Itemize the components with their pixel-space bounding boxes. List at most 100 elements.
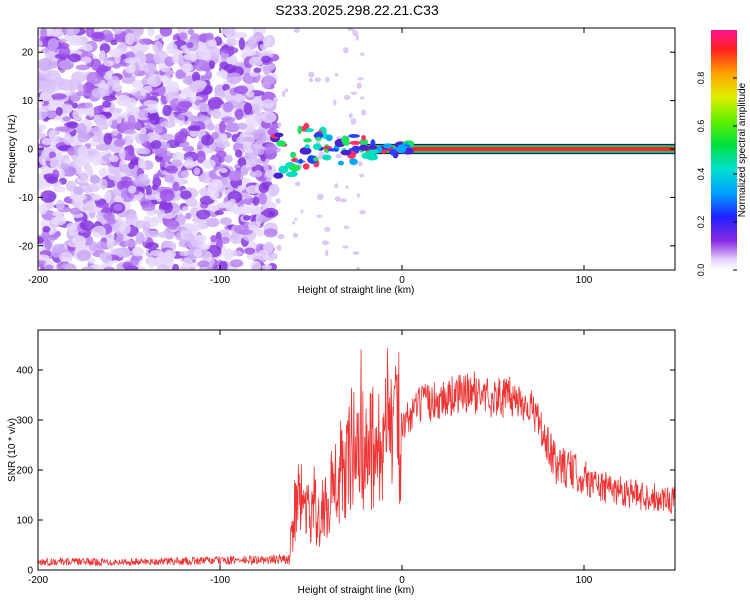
noise-blob <box>244 247 256 255</box>
noise-blob <box>226 72 242 84</box>
noise-blob <box>116 111 123 124</box>
noise-blob <box>238 37 245 51</box>
noise-blob <box>95 202 110 208</box>
noise-blob <box>229 233 243 245</box>
noise-blob <box>236 94 246 102</box>
noise-blob <box>333 99 337 106</box>
transition-blob <box>298 158 303 164</box>
transition-blob <box>297 125 302 135</box>
noise-blob <box>258 192 268 205</box>
noise-blob <box>359 173 364 178</box>
noise-blob <box>76 176 89 184</box>
noise-blob <box>159 189 175 202</box>
noise-blob <box>123 129 137 135</box>
snr-xtick-label: -100 <box>210 575 230 586</box>
noise-blob <box>143 220 151 231</box>
noise-blob <box>90 31 105 42</box>
noise-blob <box>67 240 84 248</box>
noise-blob <box>91 126 103 135</box>
noise-blob <box>102 95 117 102</box>
noise-blob <box>253 128 266 142</box>
noise-blob <box>124 32 135 46</box>
noise-blob <box>223 248 234 261</box>
noise-blob <box>220 236 230 244</box>
noise-blob <box>262 65 272 75</box>
noise-blob <box>308 71 315 78</box>
noise-blob <box>214 210 224 216</box>
noise-blob <box>357 161 363 167</box>
colorbar-tick-label: 0.2 <box>696 216 706 229</box>
noise-blob <box>229 198 236 205</box>
colorbar-gradient <box>711 30 737 270</box>
noise-blob <box>154 147 168 158</box>
noise-blob <box>350 91 358 95</box>
transition-blob <box>286 171 298 178</box>
noise-blob <box>219 61 229 70</box>
noise-blob <box>38 40 43 48</box>
noise-blob <box>38 179 47 190</box>
snr-ytick-label: 200 <box>16 466 33 477</box>
noise-blob <box>317 153 323 160</box>
noise-blob <box>103 212 115 221</box>
noise-blob <box>71 102 78 109</box>
noise-blob <box>149 112 160 125</box>
noise-blob <box>292 232 299 238</box>
noise-blob <box>264 143 278 155</box>
noise-blob <box>51 93 67 100</box>
noise-blob <box>158 231 168 239</box>
noise-blob <box>261 264 273 270</box>
transition-blob <box>361 152 371 159</box>
noise-blob <box>67 147 75 156</box>
transition-blob <box>274 132 284 138</box>
noise-blob <box>237 205 252 215</box>
noise-blob <box>193 59 209 72</box>
noise-blob <box>125 51 135 59</box>
noise-blob <box>92 225 107 239</box>
noise-blob <box>55 199 65 211</box>
noise-blob <box>91 153 102 166</box>
noise-blob <box>58 252 73 263</box>
noise-blob <box>40 28 48 38</box>
noise-blob <box>121 75 136 84</box>
noise-blob <box>40 92 52 101</box>
noise-blob <box>325 249 329 257</box>
noise-blob <box>182 257 193 269</box>
noise-blob <box>219 167 228 173</box>
noise-blob <box>336 136 342 140</box>
noise-blob <box>352 251 360 255</box>
noise-blob <box>208 100 216 111</box>
noise-blob <box>236 136 245 144</box>
noise-blob <box>202 159 216 169</box>
noise-blob <box>103 132 113 145</box>
noise-blob <box>166 42 178 55</box>
noise-blob <box>137 266 146 270</box>
transition-blob <box>315 136 322 141</box>
noise-blob <box>131 246 145 257</box>
noise-blob <box>93 114 107 125</box>
transition-blob <box>278 165 289 174</box>
noise-blob <box>212 111 222 119</box>
snr-xlabel: Height of straight line (km) <box>298 585 415 596</box>
noise-blob <box>160 120 176 129</box>
noise-blob <box>253 97 260 104</box>
noise-blob <box>111 129 119 136</box>
noise-blob <box>133 31 141 43</box>
noise-blob <box>356 266 361 270</box>
noise-blob <box>262 35 272 47</box>
noise-blob <box>284 88 289 93</box>
noise-blob <box>159 28 173 37</box>
noise-blob <box>45 70 61 83</box>
noise-blob <box>300 209 304 214</box>
noise-blob <box>86 71 103 85</box>
noise-blob <box>178 32 188 41</box>
noise-blob <box>51 243 66 254</box>
transition-blob <box>290 151 297 159</box>
noise-blob <box>172 181 180 192</box>
noise-blob <box>145 230 160 238</box>
transition-blob <box>382 143 393 149</box>
noise-blob <box>185 212 192 220</box>
noise-blob <box>220 229 230 236</box>
noise-blob <box>222 83 231 92</box>
spectrogram-ytick-label: 10 <box>22 96 34 107</box>
noise-blob <box>192 71 201 83</box>
